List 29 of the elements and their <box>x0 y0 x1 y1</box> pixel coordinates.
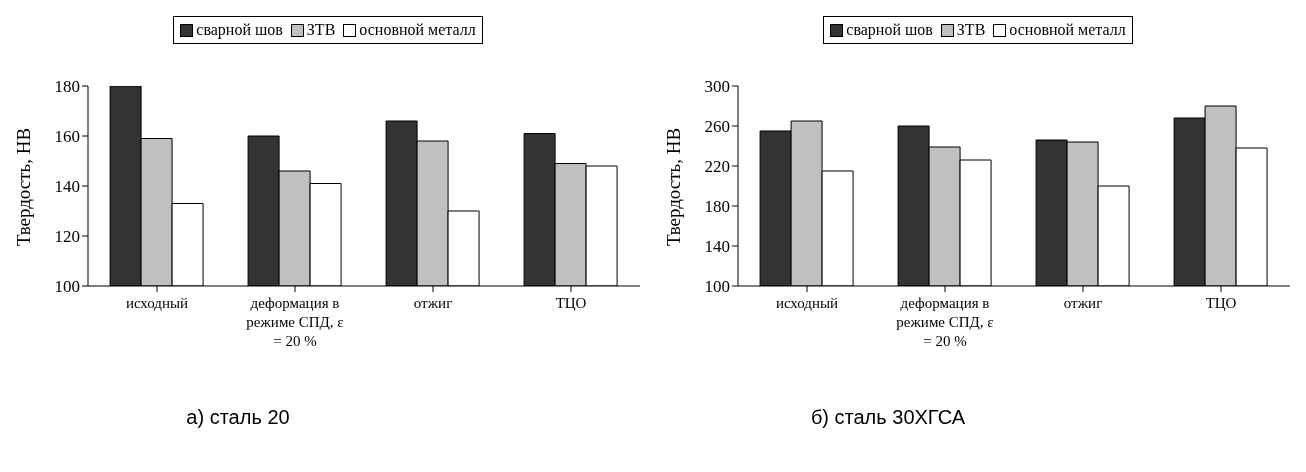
y-axis-title: Твердость, НВ <box>12 127 34 246</box>
x-tick-label: исходный <box>125 295 189 311</box>
y-tick-label: 100 <box>54 277 80 297</box>
y-tick-label: 140 <box>704 237 730 257</box>
y-tick-label: 160 <box>54 127 80 147</box>
x-tick-label: исходный <box>775 295 839 311</box>
legend-label: сварной шов <box>196 21 283 39</box>
x-tick-label: ТЦО <box>555 295 587 311</box>
x-tick-label: деформация в режиме СПД, ε = 20 % <box>896 295 994 349</box>
y-tick-label: 140 <box>54 177 80 197</box>
y-axis-title: Твердость, НВ <box>662 127 684 246</box>
text: а) сталь 20 <box>185 406 291 429</box>
y-tick-label: 180 <box>704 197 730 217</box>
legend-label: сварной шов <box>846 21 933 39</box>
y-tick-label: 300 <box>704 77 730 97</box>
y-tick-label: 260 <box>704 117 730 137</box>
x-tick-label: отжиг <box>413 295 453 311</box>
legend-label: ЗТВ <box>306 21 336 39</box>
legend-label: основной металл <box>359 21 476 39</box>
y-tick-label: 120 <box>54 227 80 247</box>
x-tick-label: отжиг <box>1063 295 1103 311</box>
legend-label: основной металл <box>1009 21 1126 39</box>
legend-label: ЗТВ <box>956 21 986 39</box>
x-tick-label: деформация в режиме СПД, ε = 20 % <box>246 295 344 349</box>
y-tick-label: 220 <box>704 157 730 177</box>
x-tick-label: ТЦО <box>1205 295 1237 311</box>
y-tick-label: 100 <box>704 277 730 297</box>
text: б) сталь 30ХГСА <box>809 406 967 429</box>
y-tick-label: 180 <box>54 77 80 97</box>
